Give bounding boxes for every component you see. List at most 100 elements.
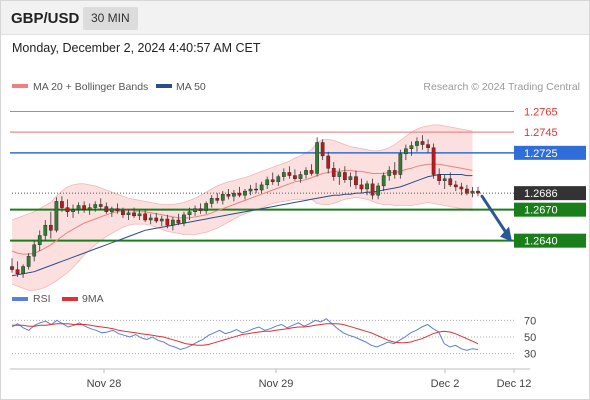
candle-body — [115, 208, 120, 211]
candle-body — [281, 172, 286, 177]
bollinger-upper-line — [11, 124, 473, 221]
candle-body — [348, 176, 353, 180]
candle-body — [459, 186, 464, 190]
candle-body — [448, 178, 453, 186]
candle-body — [93, 204, 98, 208]
candle — [331, 162, 336, 181]
candle-body — [354, 176, 358, 186]
candle — [254, 182, 258, 194]
rsi-ma9-line — [12, 323, 479, 346]
rsi-ma9-legend-swatch — [62, 297, 78, 301]
support-badge-1-2640 — [514, 233, 586, 248]
candle — [93, 201, 98, 212]
rsi-legend-swatch — [12, 297, 28, 301]
candle — [132, 207, 136, 218]
candle-body — [426, 144, 430, 148]
candle — [154, 212, 159, 224]
candle — [109, 206, 114, 217]
candle-body — [32, 244, 37, 257]
candle — [71, 204, 75, 218]
candle — [304, 167, 308, 179]
candle — [98, 198, 103, 210]
candle-body — [182, 214, 186, 224]
candle — [165, 214, 170, 229]
candle — [76, 202, 81, 214]
pivot-label-1-2725: 1.2725 — [524, 148, 558, 160]
candle-body — [48, 224, 53, 231]
candle — [182, 211, 186, 227]
support-label-1-2640: 1.2640 — [524, 236, 558, 248]
candle-body — [259, 184, 264, 191]
candle-body — [87, 207, 92, 210]
bollinger-bands-layer — [11, 124, 473, 291]
candle — [404, 144, 408, 161]
interval-button[interactable]: 30 MIN — [83, 7, 138, 30]
candle-body — [10, 266, 14, 270]
candle-body — [359, 184, 364, 190]
candle — [159, 215, 164, 227]
candle-body — [342, 172, 347, 180]
candle-body — [60, 201, 64, 208]
candle — [348, 172, 353, 187]
candle-body — [26, 255, 31, 267]
rsi-panel: 70 50 30 — [11, 315, 536, 361]
candle-body — [104, 206, 109, 212]
candle-body — [165, 218, 170, 226]
candle-body — [37, 235, 42, 246]
candle — [87, 203, 92, 215]
candle-body — [176, 219, 181, 224]
candle-body — [193, 208, 197, 212]
candle-body — [270, 179, 275, 182]
candle — [137, 209, 142, 220]
candle-body — [137, 213, 142, 217]
candle-body — [15, 269, 20, 274]
candle — [453, 180, 458, 192]
symbol-title: GBP/USD — [11, 10, 80, 27]
candle — [281, 168, 286, 181]
candle-body — [293, 175, 297, 179]
candle-body — [220, 193, 225, 201]
rsi-tick-30: 30 — [524, 349, 536, 361]
candle — [342, 166, 347, 183]
candle — [381, 172, 386, 192]
candle — [226, 189, 231, 200]
candle — [459, 182, 464, 196]
candle — [126, 209, 131, 220]
candle-body — [43, 224, 48, 236]
copyright-text: Research © 2024 Trading Central — [423, 81, 580, 93]
candle — [476, 186, 480, 197]
candle — [415, 137, 419, 152]
datetime-stamp: Monday, December 2, 2024 4:40:57 AM CET — [12, 41, 261, 55]
candle — [187, 207, 192, 220]
candle-body — [442, 178, 447, 181]
candle — [171, 216, 175, 231]
ma50-legend-label: MA 50 — [176, 81, 206, 93]
ma50-legend-swatch — [156, 84, 172, 88]
support-label-1-2670: 1.2670 — [524, 205, 558, 217]
candle — [376, 182, 381, 200]
candle-body — [392, 170, 397, 175]
resistance-label-1-2765: 1.2765 — [524, 107, 558, 119]
candle — [354, 170, 358, 189]
candle-body — [76, 205, 81, 210]
candle-body — [143, 213, 148, 221]
candle-body — [243, 190, 247, 196]
candle — [470, 186, 475, 198]
candle-body — [465, 188, 469, 194]
candle — [409, 141, 414, 156]
candle — [26, 253, 31, 270]
candle — [243, 189, 247, 200]
x-tick-label: Dec 2 — [431, 378, 460, 390]
candle-body — [404, 148, 408, 155]
candle — [15, 261, 20, 277]
candle-body — [387, 170, 392, 176]
candle — [209, 195, 214, 208]
candle — [43, 220, 48, 241]
candle — [65, 199, 70, 217]
candle-body — [109, 208, 114, 212]
candle — [442, 174, 447, 189]
candle — [337, 168, 342, 185]
level-labels-layer: 1.2765 1.2745 1.2725 1.2686 1.2670 1.2640 — [514, 107, 586, 248]
candle — [248, 184, 253, 196]
